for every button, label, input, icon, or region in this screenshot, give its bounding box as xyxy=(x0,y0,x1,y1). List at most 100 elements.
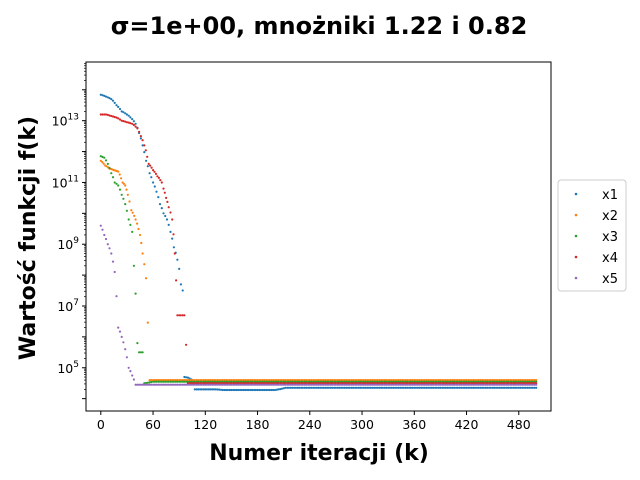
point-x5 xyxy=(486,383,489,386)
point-x1 xyxy=(258,388,261,392)
point-x1 xyxy=(312,386,315,389)
point-x1 xyxy=(254,388,257,392)
point-x1 xyxy=(237,388,240,392)
point-x5 xyxy=(453,383,456,386)
point-x2 xyxy=(207,379,210,382)
x-tick-label: 480 xyxy=(507,417,531,432)
point-x5 xyxy=(249,383,252,386)
point-x1 xyxy=(315,386,318,389)
point-x2 xyxy=(371,379,374,382)
point-x1 xyxy=(247,388,250,392)
point-x3 xyxy=(108,166,111,170)
point-x5 xyxy=(467,383,470,386)
point-x2 xyxy=(329,379,332,382)
point-x1 xyxy=(495,386,498,389)
point-x4 xyxy=(111,115,115,118)
point-x1 xyxy=(199,388,202,391)
point-x1 xyxy=(458,386,461,389)
point-x2 xyxy=(145,277,148,280)
point-x2 xyxy=(416,379,419,382)
point-x1 xyxy=(360,386,364,389)
point-x5 xyxy=(529,383,533,386)
point-x2 xyxy=(449,379,452,382)
point-x3 xyxy=(99,155,102,158)
x-axis-label: Numer iteracji (k) xyxy=(209,441,429,466)
point-x1 xyxy=(167,223,170,226)
point-x3 xyxy=(155,380,158,383)
point-x5 xyxy=(430,383,433,386)
point-x1 xyxy=(169,230,172,233)
point-x1 xyxy=(225,388,228,392)
point-x5 xyxy=(193,383,196,386)
point-x1 xyxy=(322,386,325,389)
point-x1 xyxy=(449,386,452,389)
point-x5 xyxy=(174,383,177,386)
point-x5 xyxy=(195,383,198,386)
point-x2 xyxy=(287,379,290,382)
data-points xyxy=(99,93,538,392)
point-x1 xyxy=(455,386,458,389)
point-x5 xyxy=(310,383,313,386)
point-x5 xyxy=(333,383,336,386)
point-x1 xyxy=(219,388,223,391)
point-x5 xyxy=(474,383,477,386)
point-x2 xyxy=(331,379,334,382)
point-x1 xyxy=(239,388,242,392)
point-x5 xyxy=(178,383,181,386)
point-x1 xyxy=(209,388,212,391)
point-x1 xyxy=(359,386,362,389)
point-x1 xyxy=(122,111,125,114)
point-x1 xyxy=(484,386,487,389)
point-x2 xyxy=(279,379,282,382)
point-x1 xyxy=(157,196,160,199)
point-x5 xyxy=(427,383,430,386)
point-x1 xyxy=(376,386,379,389)
point-x5 xyxy=(294,383,297,386)
point-x5 xyxy=(489,383,492,386)
point-x5 xyxy=(188,383,191,386)
point-x1 xyxy=(178,267,181,270)
point-x2 xyxy=(183,379,186,382)
point-x5 xyxy=(199,383,202,386)
point-x5 xyxy=(371,383,374,386)
legend-label-x2: x2 xyxy=(602,209,618,224)
point-x2 xyxy=(509,379,512,382)
point-x1 xyxy=(414,386,418,389)
point-x1 xyxy=(139,137,142,140)
point-x4 xyxy=(147,162,150,165)
point-x3 xyxy=(172,380,175,383)
point-x2 xyxy=(102,162,105,165)
point-x3 xyxy=(183,380,186,383)
point-x2 xyxy=(406,379,409,382)
point-x5 xyxy=(225,383,228,386)
point-x2 xyxy=(134,218,137,221)
point-x5 xyxy=(533,383,536,386)
point-x1 xyxy=(164,214,167,218)
point-x4 xyxy=(120,119,123,122)
point-x5 xyxy=(232,383,235,386)
point-x5 xyxy=(127,366,130,369)
point-x2 xyxy=(289,379,292,382)
point-x5 xyxy=(418,383,421,386)
point-x5 xyxy=(462,383,465,386)
point-x3 xyxy=(148,381,151,384)
point-x1 xyxy=(286,386,289,389)
point-x4 xyxy=(153,170,156,173)
point-x5 xyxy=(233,383,236,386)
point-x1 xyxy=(205,388,209,391)
point-x2 xyxy=(176,379,179,382)
point-x3 xyxy=(157,380,160,383)
point-x5 xyxy=(479,383,482,386)
point-x3 xyxy=(131,230,134,233)
point-x5 xyxy=(186,383,189,386)
point-x1 xyxy=(345,386,348,389)
point-x1 xyxy=(296,386,299,389)
point-x5 xyxy=(354,383,357,386)
point-x2 xyxy=(307,379,310,382)
point-x4 xyxy=(178,314,181,317)
point-x5 xyxy=(491,383,494,386)
point-x2 xyxy=(413,379,416,382)
point-x5 xyxy=(134,383,137,386)
point-x2 xyxy=(162,379,165,382)
point-x5 xyxy=(425,383,428,386)
